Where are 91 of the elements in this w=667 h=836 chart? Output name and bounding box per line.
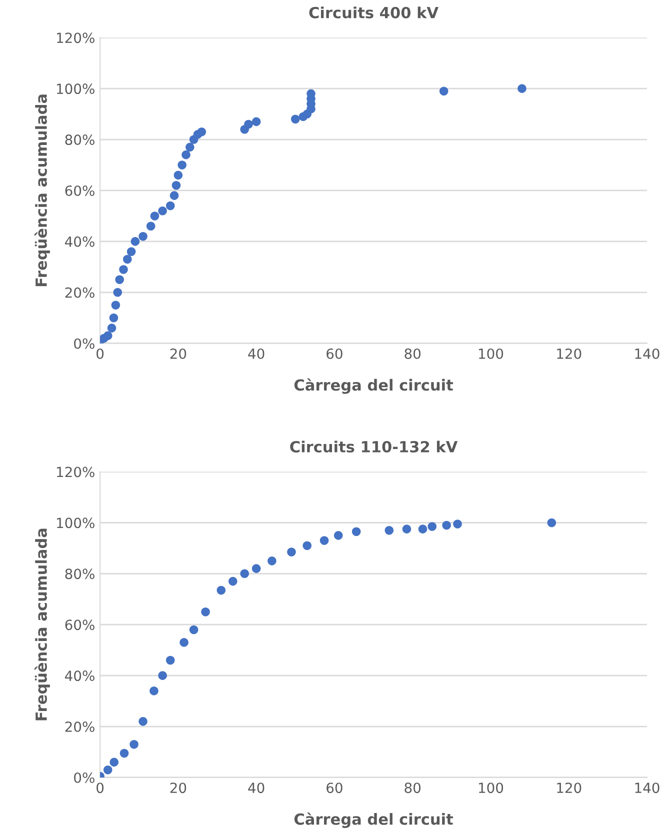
point <box>158 671 167 680</box>
point <box>166 201 175 210</box>
x-tick-label: 20 <box>170 782 186 794</box>
y-tick-label: 40% <box>65 236 94 247</box>
point <box>352 527 361 536</box>
point <box>216 586 226 595</box>
chart-title: Circuits 110-132 kV <box>290 440 458 453</box>
x-tick-label: 100 <box>478 782 504 794</box>
point <box>170 191 179 200</box>
y-axis-title: Freqüència acumulada <box>34 528 50 720</box>
x-tick-label: 120 <box>557 348 582 359</box>
point <box>126 247 136 256</box>
point <box>110 758 119 767</box>
y-tick-label: 80% <box>65 568 94 580</box>
x-tick-label: 60 <box>326 348 342 359</box>
y-tick-label: 20% <box>65 721 94 732</box>
point <box>252 564 261 573</box>
point <box>442 520 451 530</box>
x-axis-title: Càrrega del circuit <box>294 812 454 828</box>
y-tick-label: 0% <box>74 772 94 783</box>
point <box>111 300 120 310</box>
y-tick-label: 20% <box>65 287 94 298</box>
point <box>197 127 206 136</box>
x-tick-label: 0 <box>96 348 104 359</box>
y-axis-title: Freqüència acumulada <box>34 94 50 286</box>
point <box>130 237 140 246</box>
point <box>174 170 183 180</box>
x-tick-label: 140 <box>635 782 660 794</box>
point <box>172 180 181 190</box>
x-tick-label: 140 <box>635 348 660 359</box>
point <box>150 212 160 220</box>
y-tick-label: 120% <box>57 32 94 44</box>
x-tick-label: 80 <box>404 348 420 359</box>
point <box>180 638 188 647</box>
y-tick-label: 100% <box>57 518 94 528</box>
y-tick-label: 60% <box>65 185 94 196</box>
point <box>287 548 296 556</box>
point <box>109 313 118 322</box>
point <box>402 524 412 534</box>
chart-title: Circuits 400 kV <box>309 6 438 18</box>
point <box>384 526 394 535</box>
point <box>290 114 300 124</box>
y-tick-label: 60% <box>65 620 94 630</box>
point <box>182 150 190 160</box>
y-tick-label: 120% <box>57 466 94 478</box>
point <box>201 607 210 616</box>
point <box>240 569 249 578</box>
point <box>130 740 138 749</box>
point <box>439 86 448 96</box>
x-tick-label: 20 <box>170 348 186 359</box>
point <box>320 536 329 545</box>
point <box>158 206 167 216</box>
point <box>166 656 175 665</box>
point <box>107 324 116 332</box>
point <box>268 556 276 566</box>
y-tick-label: 40% <box>65 670 94 682</box>
point <box>418 524 428 534</box>
point <box>428 522 437 531</box>
point <box>150 686 158 696</box>
y-tick-label: 100% <box>57 84 94 94</box>
point <box>146 222 156 231</box>
point <box>228 576 238 586</box>
x-tick-label: 120 <box>557 782 582 794</box>
point <box>103 765 112 774</box>
point <box>453 520 462 528</box>
point <box>186 142 194 152</box>
x-tick-label: 0 <box>96 782 104 794</box>
point <box>252 117 261 126</box>
x-axis-title: Càrrega del circuit <box>294 378 454 394</box>
point <box>113 288 122 297</box>
x-tick-label: 100 <box>478 348 504 359</box>
y-tick-label: 80% <box>65 134 94 146</box>
point <box>189 625 198 634</box>
point <box>103 331 112 340</box>
point <box>178 160 186 170</box>
point <box>547 518 556 528</box>
point <box>244 120 253 129</box>
point <box>334 531 343 540</box>
point <box>302 541 312 550</box>
y-tick-label: 0% <box>74 338 94 349</box>
point <box>123 254 132 264</box>
x-tick-label: 40 <box>248 782 264 794</box>
point <box>120 748 129 758</box>
point <box>115 275 124 284</box>
x-tick-label: 80 <box>404 782 420 794</box>
x-tick-label: 40 <box>248 348 264 359</box>
point <box>138 232 148 241</box>
point <box>119 265 128 274</box>
point <box>518 84 526 93</box>
x-tick-label: 60 <box>326 782 342 794</box>
point <box>138 717 148 726</box>
